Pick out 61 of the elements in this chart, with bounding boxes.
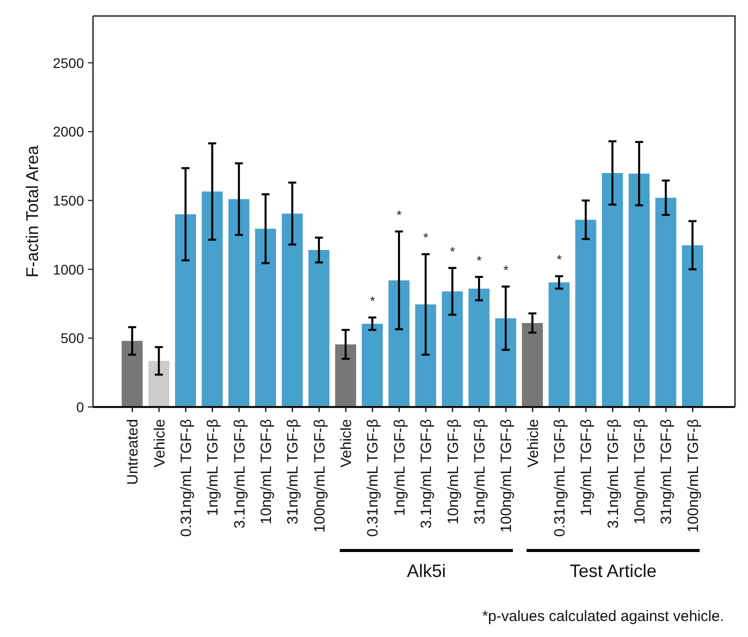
annotation: * — [556, 252, 562, 268]
y-tick-label: 500 — [60, 330, 84, 346]
x-tick-label: Untreated — [124, 419, 142, 485]
x-tick-label: 100ng/mL TGF-β — [498, 418, 516, 533]
annotation: * — [423, 230, 428, 246]
x-tick-label: 0.31ng/mL TGF-β — [552, 418, 568, 537]
annotation: * — [503, 262, 508, 278]
x-tick-label: 10ng/mL TGF-β — [444, 418, 462, 524]
y-tick-label: 0 — [76, 398, 84, 415]
bar — [202, 192, 223, 407]
bar — [255, 228, 276, 407]
x-tick-label: 3.1ng/mL TGF-β — [231, 418, 248, 528]
x-tick-label: 1ng/mL TGF-β — [204, 418, 222, 516]
bar — [308, 250, 330, 407]
bar — [575, 220, 596, 407]
x-tick-label: 10ng/mL TGF-β — [258, 418, 275, 524]
bar — [495, 318, 516, 407]
y-tick-label: 1000 — [52, 261, 84, 278]
text: Test Article — [570, 561, 657, 581]
bar — [468, 288, 490, 407]
x-tick-label: Vehicle — [338, 419, 356, 468]
y-tick-label: 2500 — [52, 54, 84, 71]
bar — [122, 340, 143, 407]
bar — [388, 280, 410, 407]
annotation: * — [476, 252, 482, 268]
x-tick-label: 1ng/mL TGF-β — [391, 418, 408, 516]
text: Alk5i — [406, 561, 446, 581]
x-tick-label: 31ng/mL TGF-β — [658, 418, 676, 524]
x-tick-label: 1ng/mL TGF-β — [578, 418, 596, 516]
bar — [548, 282, 570, 407]
bar — [415, 304, 436, 407]
bar — [175, 214, 196, 407]
x-tick-label: 0.31ng/mL TGF-β — [178, 418, 195, 537]
annotation: * — [370, 294, 376, 309]
bar — [682, 245, 703, 407]
bar — [282, 214, 303, 407]
x-tick-label: 31ng/mL TGF-β — [471, 418, 488, 524]
bar — [442, 291, 463, 407]
annotation: * — [450, 244, 456, 259]
bar — [148, 360, 170, 407]
x-tick-label: 100ng/mL TGF-β — [684, 418, 702, 533]
x-tick-label: 10ng/mL TGF-β — [632, 418, 649, 524]
bar — [628, 174, 650, 407]
bar — [335, 344, 356, 407]
x-tick-label: 3.1ng/mL TGF-β — [418, 418, 436, 528]
bar — [602, 172, 623, 407]
bar — [228, 199, 250, 407]
x-tick-label: 100ng/mL TGF-β — [311, 418, 328, 533]
x-tick-label: Vehicle — [151, 419, 168, 468]
bar — [522, 323, 543, 407]
x-tick-label: 3.1ng/mL TGF-β — [604, 418, 622, 528]
bar — [362, 324, 383, 407]
x-tick-label: 31ng/mL TGF-β — [284, 418, 302, 524]
text: *p-values calculated against vehicle. — [482, 608, 724, 625]
y-tick-label: 2000 — [52, 124, 84, 140]
annotation: * — [396, 207, 402, 222]
y-axis-title: F-actin Total Area — [22, 144, 42, 278]
x-tick-label: 0.31ng/mL TGF-β — [364, 418, 382, 537]
x-tick-label: Vehicle — [524, 419, 542, 468]
y-tick-label: 1500 — [52, 192, 84, 208]
bar — [655, 198, 676, 407]
